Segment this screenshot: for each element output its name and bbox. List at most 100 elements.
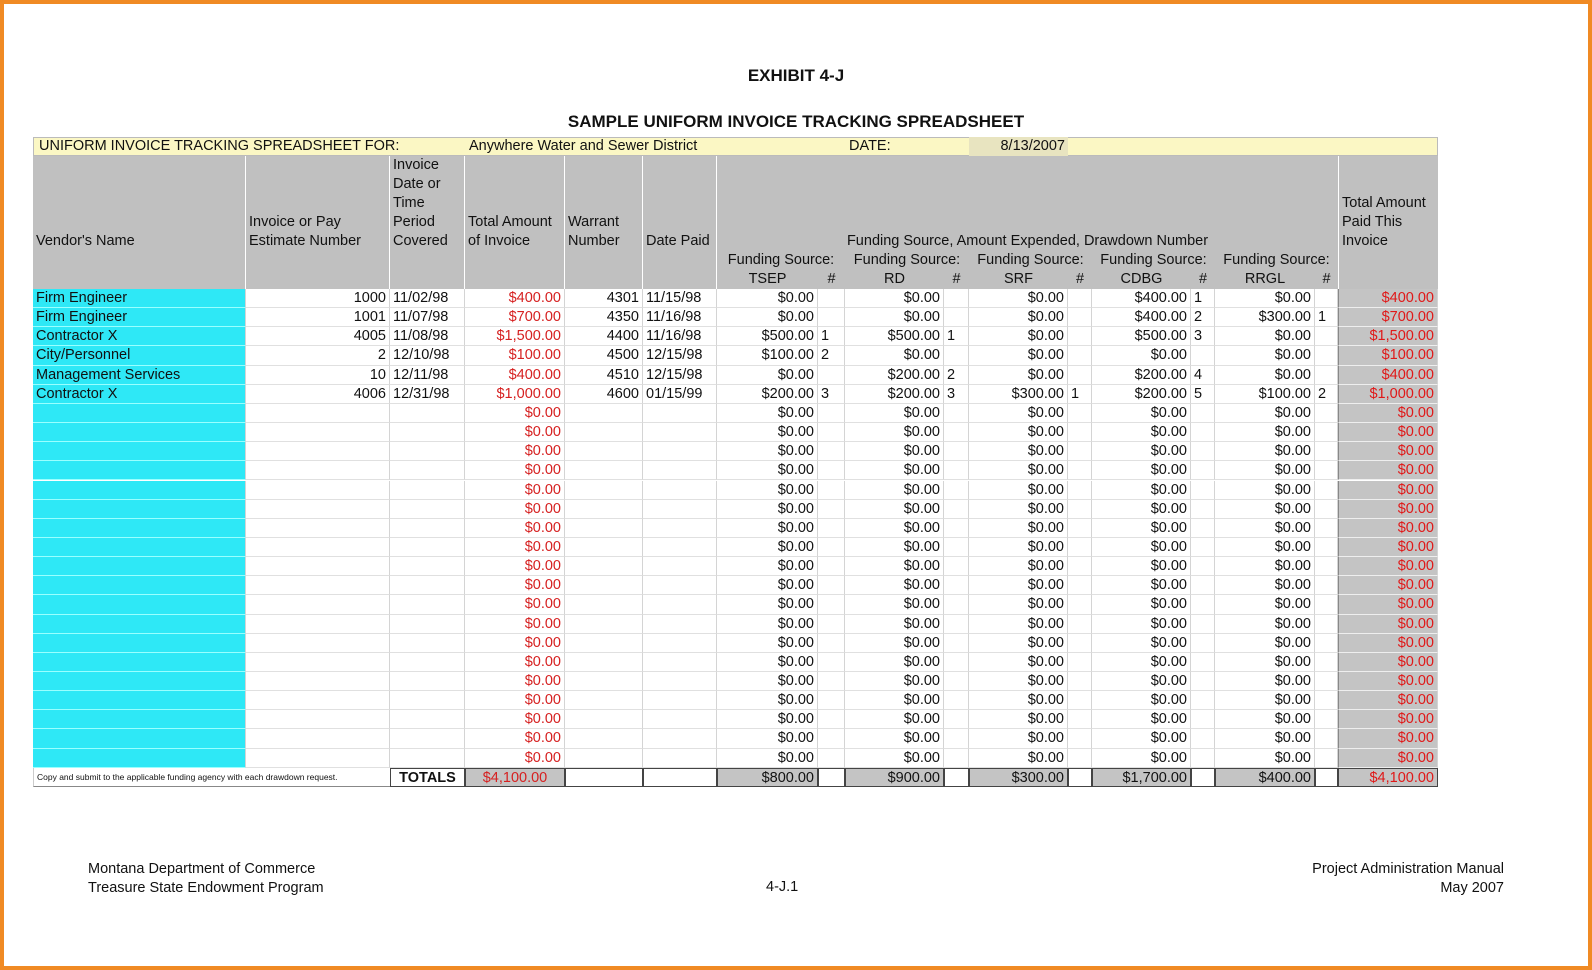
- cell: 11/08/98: [390, 327, 465, 347]
- source-hash: #: [952, 271, 961, 287]
- drawdown-cell: [1315, 652, 1338, 672]
- amount-cell: $0.00: [1215, 691, 1315, 711]
- drawdown-cell: [1191, 614, 1215, 634]
- vendor-cell: [33, 423, 246, 443]
- drawdown-cell: [944, 748, 969, 768]
- cell: [565, 729, 643, 749]
- amount-cell: $0.00: [845, 633, 944, 653]
- drawdown-cell: [1068, 537, 1092, 558]
- amount-cell: $0.00: [1215, 557, 1315, 577]
- amount-cell: $0.00: [1092, 633, 1191, 653]
- amount-cell: $0.00: [1092, 557, 1191, 577]
- cell: [390, 499, 465, 519]
- drawdown-cell: [1068, 729, 1092, 749]
- amount-cell: $0.00: [969, 308, 1068, 328]
- amount-cell: $0.00: [717, 461, 818, 481]
- paid-total-cell: $0.00: [1338, 633, 1438, 653]
- drawdown-cell: [1068, 748, 1092, 768]
- cell: [246, 691, 390, 711]
- cell: [390, 672, 465, 692]
- paid-total-cell: $0.00: [1338, 461, 1438, 481]
- amount-cell: $0.00: [845, 480, 944, 500]
- amount-cell: $0.00: [969, 461, 1068, 481]
- drawdown-cell: [1191, 461, 1215, 481]
- amount-cell: $0.00: [969, 672, 1068, 692]
- drawdown-cell: [818, 403, 845, 424]
- amount-cell: $0.00: [717, 365, 818, 385]
- amount-cell: $0.00: [845, 557, 944, 577]
- drawdown-cell: [818, 672, 845, 692]
- amount-cell: $100.00: [717, 346, 818, 366]
- drawdown-cell: [944, 499, 969, 519]
- amount-cell: $0.00: [1092, 710, 1191, 730]
- drawdown-cell: [818, 557, 845, 577]
- cell: [643, 691, 717, 711]
- cell: [390, 480, 465, 500]
- cell: 12/31/98: [390, 384, 465, 404]
- source-label: Funding Source:: [1223, 252, 1330, 268]
- drawdown-cell: [944, 480, 969, 500]
- drawdown-cell: [944, 576, 969, 596]
- vendor-cell: [33, 461, 246, 481]
- amount-cell: $300.00: [1215, 308, 1315, 328]
- cell: [246, 442, 390, 462]
- cell: [565, 652, 643, 672]
- drawdown-cell: [818, 480, 845, 500]
- paid-total-cell: $0.00: [1338, 442, 1438, 462]
- paid-total-cell: $0.00: [1338, 499, 1438, 519]
- column-header: Total Amount of Invoice: [465, 156, 565, 289]
- drawdown-cell: [944, 691, 969, 711]
- paid-total-cell: $0.00: [1338, 423, 1438, 443]
- drawdown-cell: [818, 442, 845, 462]
- drawdown-cell: [1068, 595, 1092, 615]
- drawdown-cell: [944, 461, 969, 481]
- cell: [390, 595, 465, 615]
- amount-cell: $200.00: [845, 384, 944, 404]
- cell: 11/02/98: [390, 289, 465, 309]
- amount-cell: $0.00: [717, 423, 818, 443]
- drawdown-cell: [1068, 346, 1092, 366]
- amount-cell: $0.00: [1215, 518, 1315, 538]
- invoice-total-cell: $0.00: [465, 595, 565, 615]
- drawdown-cell: [818, 461, 845, 481]
- cell: [246, 633, 390, 653]
- cell: [565, 403, 643, 424]
- amount-cell: $0.00: [1215, 442, 1315, 462]
- drawdown-cell: [1068, 691, 1092, 711]
- cell: [643, 403, 717, 424]
- amount-cell: $0.00: [845, 537, 944, 558]
- drawdown-cell: [944, 289, 969, 309]
- vendor-cell: Contractor X: [33, 384, 246, 404]
- footer-left-1: Montana Department of Commerce: [88, 861, 316, 877]
- amount-cell: $0.00: [1215, 595, 1315, 615]
- drawdown-cell: 5: [1191, 384, 1215, 404]
- drawdown-cell: [818, 633, 845, 653]
- drawdown-cell: [1315, 442, 1338, 462]
- info-district: Anywhere Water and Sewer District: [469, 138, 698, 154]
- drawdown-cell: [1315, 518, 1338, 538]
- cell: 1000: [246, 289, 390, 309]
- vendor-cell: [33, 442, 246, 462]
- cell: [246, 748, 390, 768]
- paid-total-cell: $1,500.00: [1338, 327, 1438, 347]
- cell: [246, 614, 390, 634]
- drawdown-cell: [818, 308, 845, 328]
- totals-blank: [818, 767, 845, 787]
- drawdown-cell: [1315, 480, 1338, 500]
- amount-cell: $0.00: [845, 710, 944, 730]
- drawdown-cell: [818, 576, 845, 596]
- paid-total-cell: $0.00: [1338, 403, 1438, 424]
- amount-cell: $0.00: [1092, 346, 1191, 366]
- invoice-total-cell: $0.00: [465, 537, 565, 558]
- amount-cell: $200.00: [717, 384, 818, 404]
- drawdown-cell: [1068, 403, 1092, 424]
- cell: [643, 729, 717, 749]
- drawdown-cell: [944, 346, 969, 366]
- column-header: Warrant Number: [565, 156, 643, 289]
- amount-cell: $0.00: [717, 499, 818, 519]
- invoice-total-cell: $0.00: [465, 691, 565, 711]
- invoice-total-cell: $0.00: [465, 557, 565, 577]
- totals-blank: [1315, 767, 1338, 787]
- vendor-cell: [33, 710, 246, 730]
- cell: 2: [246, 346, 390, 366]
